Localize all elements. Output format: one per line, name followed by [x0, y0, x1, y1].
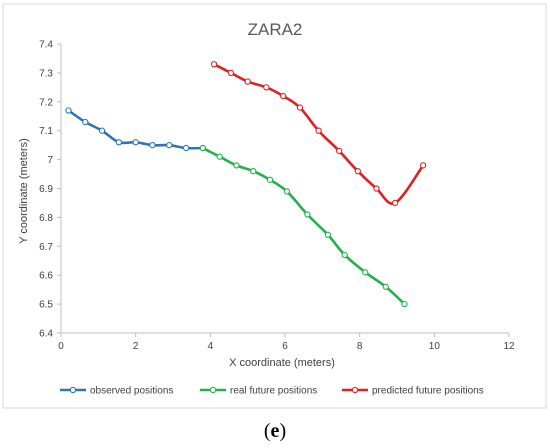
- figure-caption: (e): [264, 420, 286, 442]
- y-tick-label: 6.7: [39, 242, 53, 253]
- x-axis-label: X coordinate (meters): [229, 357, 335, 369]
- x-tick-labels: 0 2 4 6 8 10 12: [58, 333, 515, 352]
- data-point: [65, 107, 72, 114]
- chart-frame: [2, 3, 547, 409]
- plot-series: [65, 61, 427, 308]
- legend-item-real-future-positions: real future positions: [200, 386, 317, 397]
- y-tick-label: 7.3: [39, 68, 53, 79]
- y-axis-label: Y coordinate (meters): [18, 138, 30, 244]
- data-point: [233, 162, 240, 169]
- caption-close: ): [279, 420, 286, 442]
- legend: observed positions real future positions p…: [60, 386, 484, 397]
- data-point: [98, 127, 106, 134]
- data-point: [401, 300, 408, 308]
- caption-open: (: [264, 420, 271, 442]
- y-tick-label: 7.4: [39, 40, 53, 51]
- x-tick-label: 2: [133, 341, 139, 352]
- legend-label: predicted future positions: [372, 386, 484, 397]
- data-point: [149, 141, 156, 149]
- series-real-future-positions: [199, 144, 408, 308]
- data-point: [244, 78, 251, 85]
- x-tick-label: 12: [503, 341, 515, 352]
- data-point: [182, 144, 190, 152]
- legend-item-observed-positions: observed positions: [60, 386, 173, 397]
- data-point: [341, 251, 348, 259]
- data-point: [199, 144, 207, 152]
- legend-swatch-marker: [351, 386, 359, 394]
- legend-swatch-marker: [209, 386, 217, 394]
- caption-letter: e: [271, 420, 280, 442]
- data-point: [266, 176, 274, 183]
- chart-title: ZARA2: [248, 20, 303, 39]
- series-observed-positions: [65, 107, 207, 152]
- data-point: [362, 269, 369, 276]
- data-point: [82, 118, 89, 126]
- x-tick-label: 8: [357, 341, 363, 352]
- data-point: [354, 168, 361, 175]
- data-point: [216, 153, 223, 160]
- data-point: [132, 139, 139, 146]
- data-point: [382, 283, 389, 290]
- data-point: [250, 168, 257, 175]
- data-point: [419, 162, 427, 169]
- data-point: [263, 84, 270, 91]
- data-point: [227, 69, 235, 77]
- y-tick-label: 7.1: [39, 126, 53, 137]
- y-tick-label: 6.6: [39, 271, 53, 282]
- data-point: [296, 104, 304, 111]
- x-tick-label: 4: [208, 341, 214, 352]
- y-tick-labels: 6.4 6.5 6.6 6.7 6.8 6.9 7 7.1 7.2 7.3 7.4: [39, 40, 61, 340]
- legend-swatch-marker: [69, 386, 77, 394]
- y-tick-label: 7: [47, 155, 53, 166]
- data-point: [166, 141, 173, 149]
- data-point: [335, 147, 343, 155]
- data-point: [279, 92, 287, 100]
- data-point: [324, 231, 332, 238]
- y-tick-label: 6.8: [39, 213, 53, 224]
- x-tick-label: 6: [282, 341, 288, 352]
- data-point: [304, 211, 311, 218]
- y-tick-label: 6.9: [39, 184, 53, 195]
- data-point: [115, 139, 123, 146]
- x-tick-label: 0: [58, 341, 64, 352]
- legend-label: observed positions: [90, 386, 173, 397]
- y-tick-label: 6.4: [39, 329, 53, 340]
- legend-item-predicted-future-positions: predicted future positions: [342, 386, 484, 397]
- data-point: [283, 188, 291, 195]
- data-point: [391, 199, 399, 207]
- y-tick-label: 7.2: [39, 97, 53, 108]
- data-point: [315, 127, 322, 134]
- y-tick-label: 6.5: [39, 300, 53, 311]
- data-point: [373, 185, 380, 192]
- data-point: [210, 61, 218, 68]
- series-predicted-future-positions: [210, 61, 427, 207]
- legend-label: real future positions: [230, 386, 317, 397]
- x-tick-label: 10: [429, 341, 441, 352]
